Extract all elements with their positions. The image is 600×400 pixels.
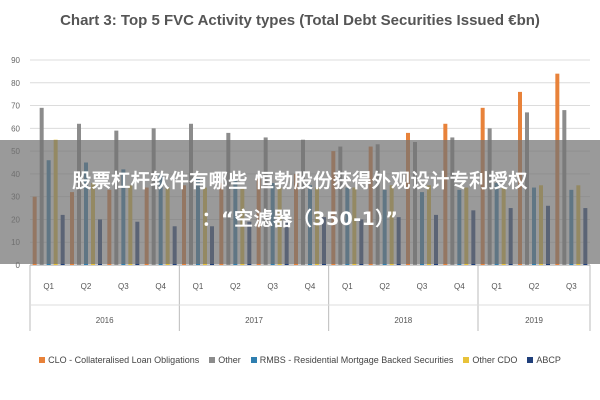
- x-tick-label: Q1: [43, 282, 54, 291]
- legend-item: Other CDO: [463, 355, 517, 365]
- chart-title: Chart 3: Top 5 FVC Activity types (Total…: [60, 12, 540, 29]
- chart-legend: CLO - Collateralised Loan Obligations Oth…: [0, 352, 600, 368]
- y-tick-label: 0: [16, 261, 21, 270]
- year-group-label: 2019: [525, 316, 543, 325]
- y-tick-label: 90: [11, 56, 20, 65]
- legend-item: CLO - Collateralised Loan Obligations: [39, 355, 199, 365]
- x-tick-label: Q1: [193, 282, 204, 291]
- y-tick-label: 70: [11, 102, 20, 111]
- legend-swatch: [463, 357, 470, 363]
- x-tick-label: Q1: [491, 282, 502, 291]
- y-tick-label: 80: [11, 79, 20, 88]
- x-tick-label: Q2: [81, 282, 92, 291]
- legend-item: ABCP: [527, 355, 561, 365]
- x-tick-label: Q4: [305, 282, 316, 291]
- legend-swatch: [250, 357, 257, 363]
- x-tick-label: Q4: [454, 282, 465, 291]
- legend-swatch: [209, 357, 216, 363]
- headline-overlay: 股票杠杆软件有哪些 恒勃股份获得外观设计专利授权 ：“空滤器（350-1）”: [0, 140, 600, 264]
- x-tick-label: Q3: [417, 282, 428, 291]
- x-tick-label: Q1: [342, 282, 353, 291]
- legend-swatch: [527, 357, 534, 363]
- year-group-label: 2017: [245, 316, 263, 325]
- x-tick-label: Q3: [566, 282, 577, 291]
- legend-label: RMBS - Residential Mortgage Backed Secur…: [259, 355, 454, 365]
- x-tick-label: Q2: [230, 282, 241, 291]
- headline-line-2: ：“空滤器（350-1）”: [201, 208, 399, 230]
- legend-label: Other CDO: [472, 355, 518, 365]
- legend-label: Other: [218, 355, 241, 365]
- x-tick-label: Q2: [379, 282, 390, 291]
- x-tick-label: Q3: [118, 282, 129, 291]
- year-group-label: 2016: [96, 316, 114, 325]
- x-tick-label: Q3: [267, 282, 278, 291]
- year-group-label: 2018: [394, 316, 412, 325]
- legend-item: RMBS - Residential Mortgage Backed Secur…: [250, 355, 454, 365]
- legend-item: Other: [209, 355, 241, 365]
- legend-label: CLO - Collateralised Loan Obligations: [48, 355, 200, 365]
- y-tick-label: 60: [11, 124, 20, 133]
- headline-line-1: 股票杠杆软件有哪些 恒勃股份获得外观设计专利授权: [72, 170, 528, 192]
- legend-swatch: [39, 357, 46, 363]
- x-tick-label: Q2: [529, 282, 540, 291]
- x-tick-label: Q4: [155, 282, 166, 291]
- legend-label: ABCP: [536, 355, 561, 365]
